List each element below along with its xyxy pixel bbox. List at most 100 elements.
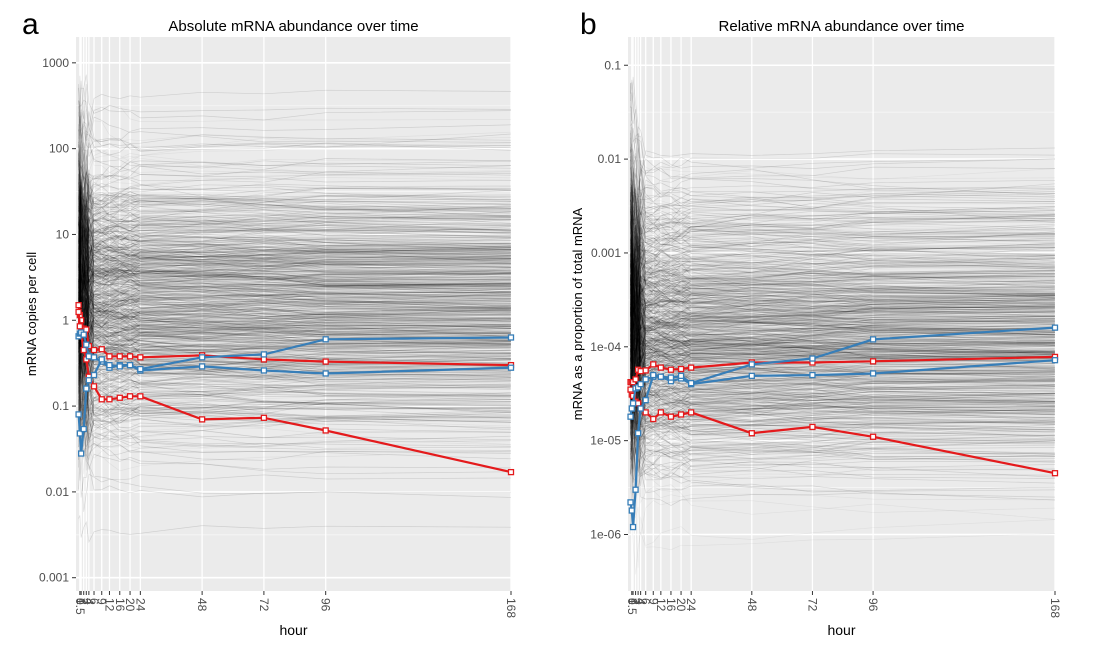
x-axis-label: hour — [279, 622, 307, 638]
x-tick-label: 4 — [82, 598, 96, 605]
series-2-point — [75, 308, 82, 316]
series-2-point — [642, 409, 649, 416]
series-1-point — [637, 368, 644, 375]
series-line-4 — [77, 336, 512, 454]
y-tick-label: 0.01 — [598, 152, 622, 166]
y-tick-label: 0.001 — [591, 246, 621, 260]
series-4-point — [809, 355, 816, 362]
y-tick-label: 0.01 — [46, 485, 70, 499]
series-2-point — [667, 413, 675, 420]
series-4-point — [106, 361, 113, 369]
series-4-point — [1051, 324, 1059, 331]
x-tick-label: 9 — [95, 598, 109, 605]
series-4-point — [80, 425, 87, 433]
series-2-point — [1051, 470, 1059, 477]
y-axis-label: mRNA copies per cell — [24, 252, 39, 376]
y-axis-label: mRNA as a proportion of total mRNA — [570, 207, 585, 420]
series-1-point — [137, 354, 144, 361]
y-tick-label: 1e-05 — [590, 434, 621, 448]
series-3-point — [1051, 357, 1059, 364]
plot-background — [76, 37, 511, 591]
x-tick-label: 2 — [629, 598, 643, 605]
series-4-point — [137, 365, 144, 373]
x-tick-label: 6 — [639, 598, 653, 605]
series-1-point — [260, 356, 268, 363]
series-1-point — [642, 367, 649, 374]
x-tick-label: 20 — [674, 598, 688, 612]
x-tick-label: 16 — [113, 598, 127, 612]
x-tick-label: 24 — [133, 598, 147, 612]
y-tick-label: 1e-04 — [590, 340, 621, 354]
series-1-point — [869, 358, 877, 365]
series-3-point — [83, 341, 90, 348]
x-tick-label: 72 — [805, 598, 819, 612]
series-1-point — [650, 361, 657, 368]
series-1-point — [688, 364, 695, 371]
series-1-point — [90, 346, 98, 354]
series-3-point — [637, 380, 644, 388]
series-3-point — [198, 363, 206, 370]
series-line-2 — [77, 311, 512, 474]
series-4-point — [629, 523, 637, 531]
series-4-point — [667, 374, 675, 381]
series-3-point — [322, 370, 329, 377]
series-1-point — [75, 302, 82, 309]
series-2-point — [260, 414, 268, 421]
y-tick-label: 0.001 — [39, 571, 69, 585]
series-4-point — [634, 430, 642, 437]
series-1-point — [98, 346, 105, 353]
series-2-point — [76, 323, 84, 330]
series-4-point — [198, 354, 206, 361]
series-4-point — [507, 334, 515, 341]
plot-background — [628, 37, 1055, 591]
series-3-point — [507, 364, 515, 371]
series-1-point — [116, 353, 123, 360]
series-2-point — [106, 396, 113, 403]
series-4-point — [75, 411, 82, 418]
series-4-point — [77, 450, 85, 457]
series-2-point — [657, 409, 664, 416]
series-3-point — [627, 413, 634, 420]
series-2-point — [98, 396, 105, 403]
x-tick-label: 2 — [77, 598, 91, 605]
x-tick-label: 12 — [102, 598, 116, 612]
series-3-point — [628, 405, 635, 412]
series-2-point — [137, 393, 144, 400]
x-tick-label: 48 — [745, 598, 759, 612]
series-3-point — [260, 367, 268, 374]
series-2-point — [748, 430, 755, 437]
series-2-point — [627, 386, 634, 393]
x-tick-label: 0.5 — [625, 598, 639, 615]
series-4-point — [90, 371, 98, 379]
series-4-point — [627, 499, 634, 506]
series-1-point — [677, 365, 685, 373]
x-tick-label: 9 — [646, 598, 660, 605]
series-4-point — [869, 336, 877, 343]
series-3-point — [629, 400, 637, 407]
chart-title: Relative mRNA abundance over time — [719, 18, 965, 35]
series-1-point — [632, 376, 639, 383]
series-2-point — [634, 400, 642, 407]
series-1-point — [657, 364, 664, 371]
x-tick-label: 4 — [634, 598, 648, 605]
series-4-point — [322, 336, 329, 343]
series-1-point — [106, 353, 113, 360]
series-4-point — [98, 356, 105, 363]
x-tick-label: 6 — [87, 598, 101, 605]
series-2-point — [322, 427, 329, 434]
x-axis-label: hour — [827, 622, 855, 638]
series-3-point — [809, 371, 816, 379]
panel-letter-a: a — [22, 8, 39, 41]
series-4-point — [657, 373, 664, 380]
series-2-point — [677, 411, 685, 418]
series-4-point — [748, 361, 755, 368]
series-1-point — [667, 366, 675, 373]
chart-title: Absolute mRNA abundance over time — [168, 18, 418, 35]
series-4-point — [650, 371, 657, 379]
series-3-point — [85, 353, 93, 360]
x-tick-label: 48 — [195, 598, 209, 612]
x-tick-label: 96 — [319, 598, 333, 612]
y-tick-label: 1000 — [42, 56, 69, 70]
series-2-point — [688, 409, 695, 416]
series-2-point — [198, 416, 206, 423]
